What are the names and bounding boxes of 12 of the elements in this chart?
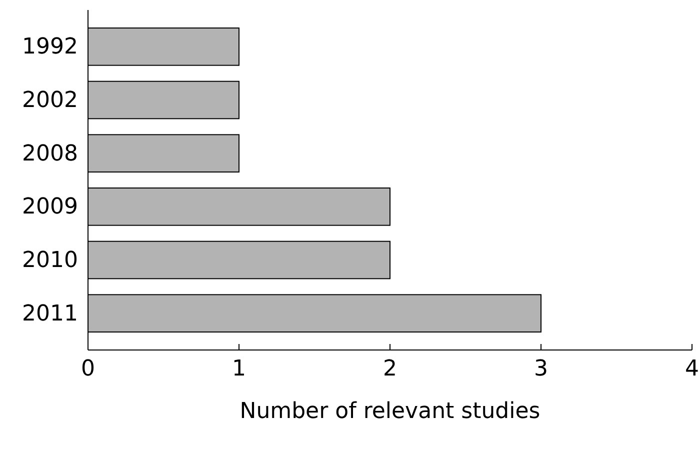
x-tick-label: 3 [534, 356, 548, 382]
y-tick-label: 2010 [22, 248, 78, 274]
x-tick-label: 0 [81, 356, 95, 382]
y-tick-label: 2009 [22, 194, 78, 220]
y-tick-label: 2002 [22, 88, 78, 114]
x-tick-label: 4 [685, 356, 699, 382]
y-tick-label: 2008 [22, 141, 78, 166]
x-axis-title: Number of relevant studies [240, 399, 540, 424]
y-tick-label: 2011 [22, 301, 78, 326]
x-tick-label: 2 [383, 356, 397, 382]
x-tick-label: 1 [232, 356, 246, 382]
y-tick-label: 1992 [22, 34, 78, 60]
